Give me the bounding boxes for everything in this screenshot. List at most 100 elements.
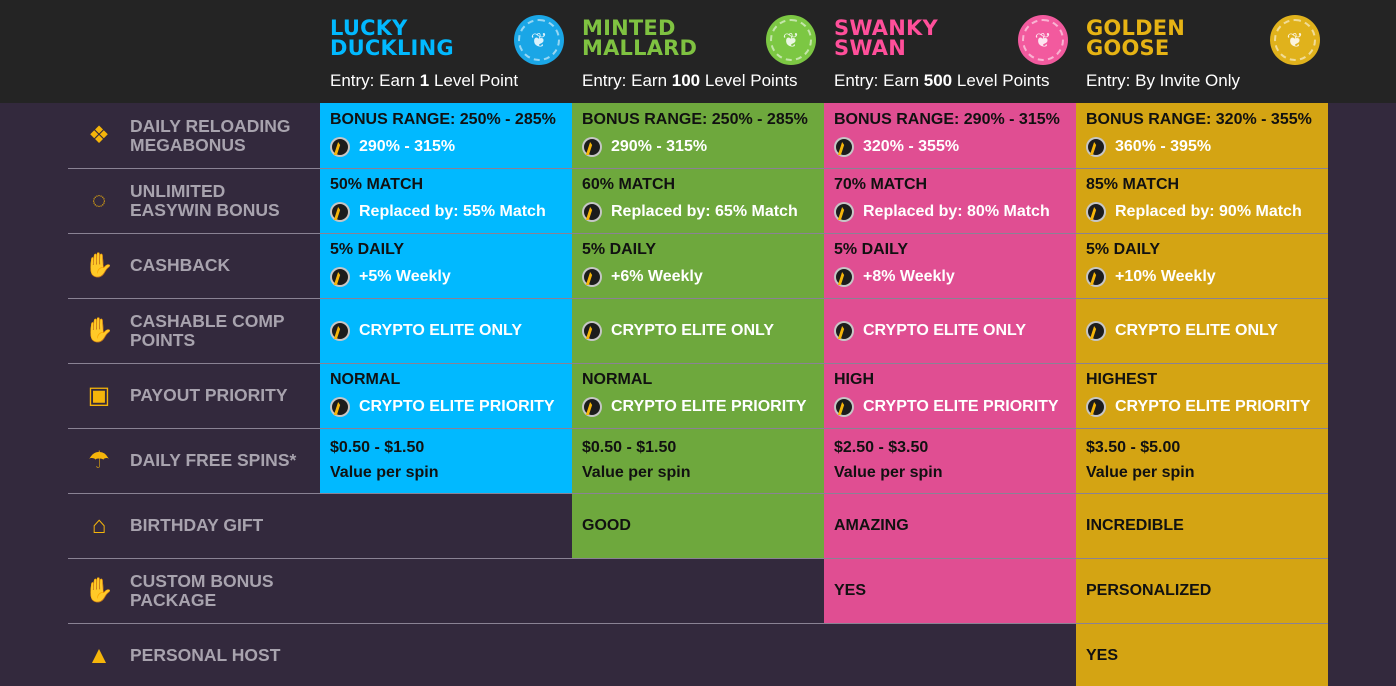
cell-value: BONUS RANGE: 250% - 285%: [582, 111, 808, 128]
cell-crypto-line: Replaced by: 80% Match: [834, 202, 1066, 222]
entry-suffix: Level Points: [952, 71, 1050, 90]
cell-value: 5% DAILY: [834, 241, 909, 258]
entry-value: 1: [419, 71, 430, 90]
tier-cell: CRYPTO ELITE ONLY: [572, 298, 824, 363]
cell-value: $2.50 - $3.50: [834, 439, 929, 456]
cell-crypto-line: +8% Weekly: [834, 267, 1066, 287]
tier-cell: 50% MATCH Replaced by: 55% Match: [320, 168, 572, 233]
tier-cell: $0.50 - $1.50 Value per spin: [320, 428, 572, 493]
feature-label: CASHABLE COMP POINTS: [130, 310, 285, 350]
tier-cell: 70% MATCH Replaced by: 80% Match: [824, 168, 1076, 233]
crypto-elite-text: CRYPTO ELITE PRIORITY: [611, 398, 807, 415]
feature-row: ▣ PAYOUT PRIORITY NORMAL CRYPTO ELITE PRIOR…: [68, 363, 1328, 428]
cell-crypto-line: CRYPTO ELITE ONLY: [834, 305, 1066, 356]
crypto-elite-icon: [582, 202, 602, 222]
entry-suffix: Level Point: [429, 71, 519, 90]
cell-value: HIGH: [834, 371, 874, 388]
cell-crypto-line: CRYPTO ELITE PRIORITY: [582, 397, 814, 417]
cell-value: 5% DAILY: [582, 241, 657, 258]
crypto-elite-icon: [1086, 320, 1106, 341]
crypto-elite-icon: [834, 202, 854, 222]
feature-row: ◌ UNLIMITED EASYWIN BONUS 50% MATCH Replace…: [68, 168, 1328, 233]
feature-row: ❖ DAILY RELOADING MEGABONUS BONUS RANGE: 2…: [68, 103, 1328, 168]
crypto-elite-icon: [1086, 137, 1106, 157]
feature-label-cell: ✋ CASHABLE COMP POINTS: [68, 298, 320, 363]
bird-icon: ❦: [530, 29, 548, 52]
cell-crypto-line: 290% - 315%: [582, 137, 814, 157]
crypto-elite-text: CRYPTO ELITE ONLY: [611, 321, 774, 339]
cell-value: 5% DAILY: [1086, 241, 1161, 258]
row-divider: [68, 558, 1328, 559]
tier-cell: CRYPTO ELITE ONLY: [824, 298, 1076, 363]
crypto-elite-icon: [834, 267, 854, 287]
tier-badge-icon: ❦: [1018, 15, 1068, 65]
circle-arrows-icon: ◌: [91, 186, 107, 214]
bird-icon: ❦: [782, 29, 800, 52]
cell-value: 50% MATCH: [330, 176, 424, 193]
tier-cell: INCREDIBLE: [1076, 493, 1328, 558]
feature-label-cell: ⌂ BIRTHDAY GIFT: [68, 493, 320, 558]
crypto-elite-text: +10% Weekly: [1115, 268, 1216, 285]
feature-row: ⌂ BIRTHDAY GIFT GOOD AMAZING INCREDIBLE: [68, 493, 1328, 558]
tier-cell: YES: [1076, 623, 1328, 686]
tier-cell: 60% MATCH Replaced by: 65% Match: [572, 168, 824, 233]
feature-label: CUSTOM BONUS PACKAGE: [130, 570, 274, 610]
tier-entry: Entry: Earn 500 Level Points: [834, 71, 1049, 91]
cell-value: BONUS RANGE: 320% - 355%: [1086, 111, 1312, 128]
tier-cell: 5% DAILY +6% Weekly: [572, 233, 824, 298]
bird-icon: ❦: [1034, 29, 1052, 52]
feature-label: PAYOUT PRIORITY: [130, 385, 288, 405]
cell-subvalue: Value per spin: [330, 464, 439, 481]
tier-cell: CRYPTO ELITE ONLY: [1076, 298, 1328, 363]
feature-label-cell: ▣ PAYOUT PRIORITY: [68, 363, 320, 428]
cell-value: NORMAL: [582, 371, 653, 388]
row-divider: [68, 168, 1328, 169]
cell-crypto-line: +10% Weekly: [1086, 267, 1318, 287]
tier-cell: HIGHEST CRYPTO ELITE PRIORITY: [1076, 363, 1328, 428]
cell-crypto-line: CRYPTO ELITE PRIORITY: [1086, 397, 1318, 417]
cell-crypto-line: CRYPTO ELITE PRIORITY: [330, 397, 562, 417]
crypto-elite-icon: [834, 397, 854, 417]
tier-entry: Entry: Earn 1 Level Point: [330, 71, 518, 91]
feature-label: DAILY FREE SPINS*: [130, 450, 297, 470]
cell-value: NORMAL: [330, 371, 401, 388]
crypto-elite-text: 290% - 315%: [359, 138, 456, 155]
tier-badge-icon: ❦: [1270, 15, 1320, 65]
feature-label: DAILY RELOADING MEGABONUS: [130, 115, 291, 155]
tier-header-0: LUCKY DUCKLING Entry: Earn 1 Level Point ❦: [320, 0, 572, 103]
crypto-elite-text: +8% Weekly: [863, 268, 955, 285]
feature-label: PERSONAL HOST: [130, 645, 281, 665]
feature-row: ✋ CASHABLE COMP POINTS CRYPTO ELITE ONLY CR…: [68, 298, 1328, 363]
crypto-elite-text: 290% - 315%: [611, 138, 708, 155]
cell-subvalue: Value per spin: [834, 464, 943, 481]
cell-value: $3.50 - $5.00: [1086, 439, 1181, 456]
row-divider: [68, 493, 1328, 494]
tier-name: MINTED MALLARD: [582, 16, 698, 60]
cell-values: $0.50 - $1.50 Value per spin: [330, 435, 562, 486]
crypto-elite-icon: [330, 320, 350, 341]
crypto-elite-icon: [582, 137, 602, 157]
crypto-elite-text: Replaced by: 65% Match: [611, 203, 798, 220]
cell-value: HIGHEST: [1086, 371, 1158, 388]
tier-cell: BONUS RANGE: 250% - 285% 290% - 315%: [320, 103, 572, 168]
cell-value: PERSONALIZED: [1086, 581, 1212, 599]
tier-cell: 5% DAILY +8% Weekly: [824, 233, 1076, 298]
entry-prefix: Entry: Earn: [582, 71, 672, 90]
cell-values: $2.50 - $3.50 Value per spin: [834, 435, 1066, 486]
crypto-elite-text: CRYPTO ELITE ONLY: [863, 321, 1026, 339]
row-divider: [68, 233, 1328, 234]
cell-value: $0.50 - $1.50: [330, 439, 425, 456]
crypto-elite-icon: [1086, 397, 1106, 417]
tier-name: LUCKY DUCKLING: [330, 16, 454, 60]
crypto-elite-icon: [330, 137, 350, 157]
tier-cell: YES: [824, 558, 1076, 623]
crypto-elite-text: +6% Weekly: [611, 268, 703, 285]
tier-cell: NORMAL CRYPTO ELITE PRIORITY: [572, 363, 824, 428]
entry-prefix: Entry: Earn: [834, 71, 924, 90]
cell-crypto-line: 290% - 315%: [330, 137, 562, 157]
crypto-elite-text: Replaced by: 80% Match: [863, 203, 1050, 220]
crypto-elite-text: +5% Weekly: [359, 268, 451, 285]
cash-withdraw-icon: ▣: [87, 382, 111, 409]
row-divider: [68, 298, 1328, 299]
tier-badge-icon: ❦: [766, 15, 816, 65]
